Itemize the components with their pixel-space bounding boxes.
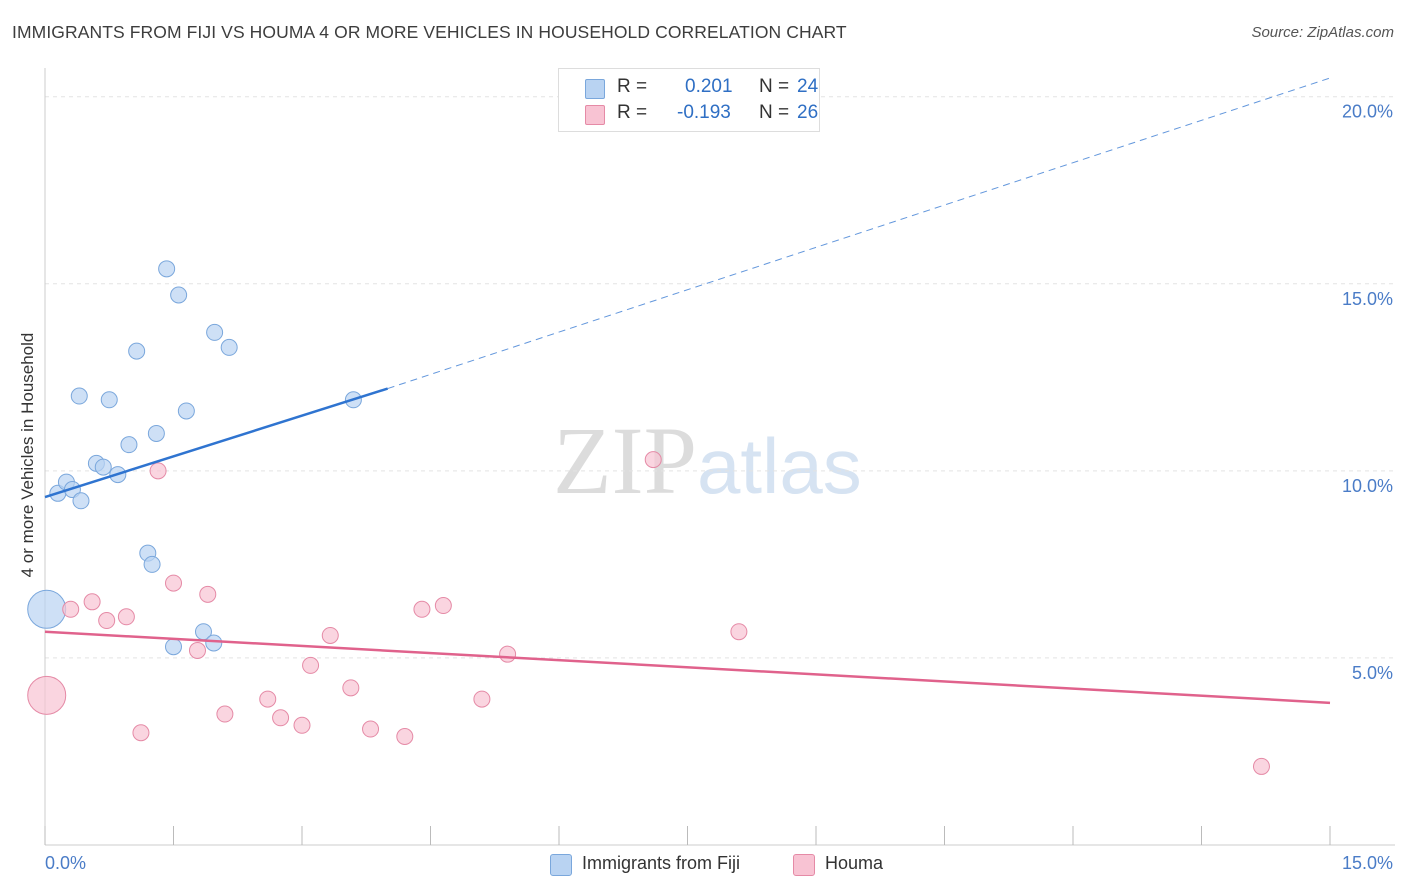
houma-n-label: N = [759, 102, 790, 123]
houma-point [342, 679, 360, 697]
bottom-houma-swatch [793, 854, 815, 876]
y-tick-label: 10.0% [1342, 476, 1393, 496]
fiji-point [94, 458, 112, 476]
houma-point [730, 623, 748, 641]
fiji-point [165, 638, 182, 656]
watermark-atlas: atlas [697, 422, 862, 510]
x-tick-label: 0.0% [45, 853, 86, 873]
bottom-houma-label: Houma [825, 853, 884, 873]
houma-point [321, 626, 339, 644]
houma-point [117, 608, 135, 626]
y-tick-label: 5.0% [1352, 663, 1393, 683]
fiji-point [147, 424, 165, 442]
bottom-fiji-label: Immigrants from Fiji [582, 853, 741, 873]
houma-point [302, 656, 320, 674]
houma-r-label: R = [617, 102, 648, 123]
fiji-trend-line [44, 387, 389, 499]
fiji-r-label: R = [617, 76, 648, 97]
houma-point [293, 716, 311, 734]
houma-point [259, 690, 277, 708]
houma-point [499, 645, 517, 663]
chart-title: IMMIGRANTS FROM FIJI VS HOUMA 4 OR MORE … [12, 22, 847, 42]
fiji-point [158, 260, 176, 278]
houma-point [27, 675, 67, 715]
houma-point [188, 641, 206, 659]
houma-point [199, 585, 217, 603]
houma-point [396, 727, 414, 745]
fiji-point [170, 286, 188, 304]
fiji-point [72, 492, 90, 510]
y-axis-title: 4 or more Vehicles in Household [18, 332, 37, 578]
x-tick-label: 15.0% [1342, 853, 1393, 873]
fiji-r-value: 0.201 [685, 76, 733, 97]
fiji-trend-extension [387, 77, 1331, 390]
watermark-zip: ZIP [553, 407, 697, 514]
fiji-point [70, 387, 88, 405]
fiji-point [206, 323, 224, 341]
houma-point [149, 462, 167, 480]
houma-point [132, 724, 150, 742]
source-credit: Source: ZipAtlas.com [1251, 24, 1394, 41]
houma-point [98, 612, 116, 630]
fiji-swatch [585, 79, 605, 99]
bottom-fiji-swatch [550, 854, 572, 876]
fiji-n-label: N = [759, 76, 790, 97]
fiji-point [205, 634, 223, 652]
houma-point [644, 451, 662, 469]
fiji-point [220, 338, 238, 356]
houma-point [1252, 757, 1270, 775]
houma-point [413, 600, 431, 618]
y-tick-label: 15.0% [1342, 289, 1393, 309]
fiji-point [100, 391, 118, 409]
houma-point [83, 593, 101, 611]
houma-trend-line [44, 630, 1331, 705]
houma-point [434, 597, 452, 615]
fiji-point [120, 436, 138, 454]
houma-point [473, 690, 491, 708]
fiji-n-value: 24 [797, 76, 819, 97]
houma-n-value: 26 [797, 102, 819, 123]
y-tick-label: 20.0% [1342, 102, 1393, 122]
houma-point [216, 705, 234, 723]
houma-point [165, 574, 182, 592]
fiji-point [143, 555, 161, 573]
fiji-point [128, 342, 146, 360]
watermark: ZIPatlas [553, 405, 862, 516]
houma-point [272, 709, 290, 727]
fiji-point [177, 402, 195, 420]
stats-legend: R = 0.201 N = 24 R = -0.193 N = 26 [558, 68, 820, 132]
houma-r-value: -0.193 [677, 102, 731, 123]
houma-point [362, 720, 380, 738]
houma-point [62, 600, 80, 618]
fiji-point [27, 589, 67, 629]
houma-swatch [585, 105, 605, 125]
